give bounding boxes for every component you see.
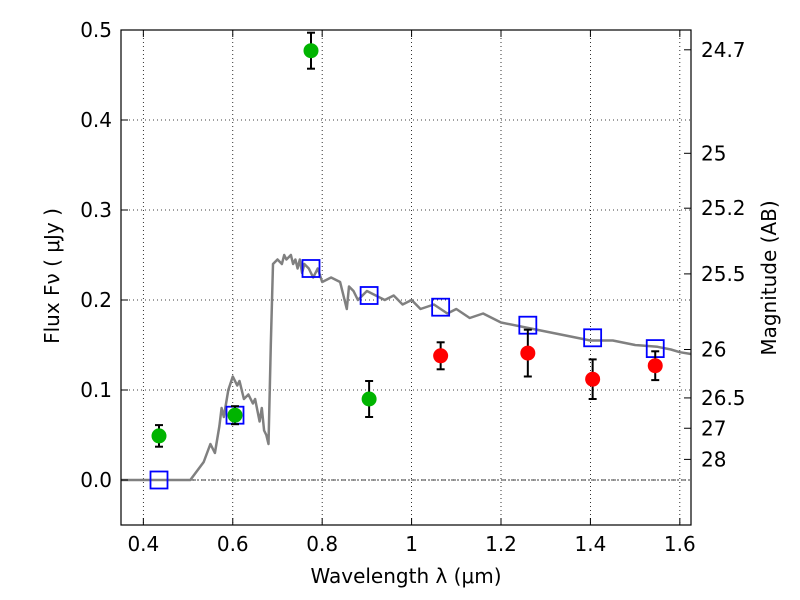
y-tick-label: 0.5 [80,18,112,42]
x-tick-label: 1.4 [575,532,607,556]
x-tick-label: 1.2 [485,532,517,556]
y-tick-label: 0.1 [80,378,112,402]
model-flux-square [359,286,379,305]
observed-flux-point [361,391,377,407]
y2-tick-label: 25.2 [701,196,746,220]
observed-flux-point [227,407,243,423]
y-tick-label: 0.0 [80,468,112,492]
y2-tick-label: 25.5 [701,262,746,286]
model-flux-square [301,259,321,278]
x-tick-label: 0.4 [127,532,159,556]
y2-tick-label: 26.5 [701,386,746,410]
grid-lines [121,29,691,525]
observed-flux-point [520,345,536,361]
plot-frame [120,29,692,526]
x-tick-label: 1.6 [664,532,696,556]
model-spectrum-line [121,253,692,482]
y-tick-label: 0.2 [80,288,112,312]
y2-tick-label: 25 [701,141,726,165]
y-tick-label: 0.4 [80,108,112,132]
model-flux-square [583,328,603,348]
x-tick-label: 1 [405,532,418,556]
observed-flux-point [151,428,167,444]
y-tick-label: 0.3 [80,198,112,222]
y-axis-label: Flux Fν ( μJy ) [40,208,64,344]
x-tick-label: 0.6 [217,532,249,556]
observed-flux-point [303,43,319,59]
model-flux-square [149,470,169,490]
x-tick-label: 0.8 [306,532,338,556]
observed-flux-point [585,371,601,387]
axis-ticks: 0.4 0.6 0.8 1 1.2 1.4 1.6 0.0 0.1 0.2 0.3 0.4 0.5 24.… [80,18,745,556]
y2-tick-label: 28 [701,447,726,471]
y2-tick-label: 26 [701,338,726,362]
observed-flux-point [647,358,663,374]
y2-tick-label: 24.7 [701,38,746,62]
y2-tick-label: 27 [701,416,726,440]
observed-flux-point [433,348,449,364]
series-layer [121,31,692,490]
model-flux-square [431,297,451,317]
right-axis-label: Magnitude (AB) [757,200,781,355]
x-axis-label: Wavelength λ (μm) [310,564,501,588]
